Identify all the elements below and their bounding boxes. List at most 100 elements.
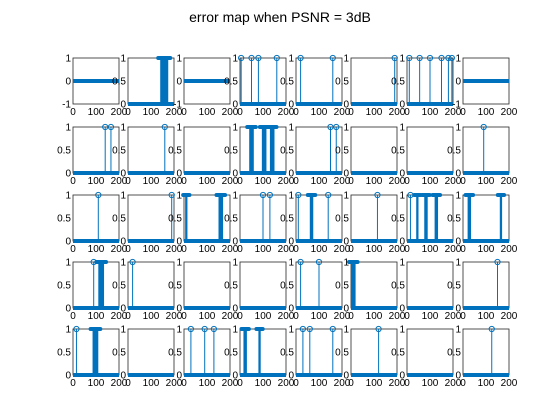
x-tick-label: 100 bbox=[255, 378, 272, 389]
x-tick-label: 100 bbox=[422, 311, 439, 322]
subplot-36: 0 0.5 1 0 100 200 bbox=[224, 325, 295, 390]
subplot-5: 00.510 100 200 bbox=[280, 54, 351, 119]
y-tick-label: 0.5 bbox=[112, 214, 126, 225]
stem-marker bbox=[210, 325, 217, 333]
y-tick-label: 1 bbox=[288, 54, 294, 65]
x-tick-label: 200 bbox=[334, 176, 351, 187]
stem-marker bbox=[297, 258, 304, 266]
y-tick-label: 0 bbox=[176, 169, 182, 180]
x-tick-label: 200 bbox=[501, 311, 518, 322]
axes-box bbox=[350, 194, 398, 242]
y-tick-label: 0 bbox=[288, 100, 294, 111]
subplot-2: 0 0.5 1 0 100 200 bbox=[112, 54, 183, 119]
x-tick-label: 200 bbox=[166, 176, 183, 187]
y-tick-label: 1 bbox=[399, 123, 405, 134]
x-tick-label: 200 bbox=[111, 176, 128, 187]
x-tick-label: 0 bbox=[237, 378, 243, 389]
stem-marker bbox=[248, 54, 255, 62]
x-tick-label: 200 bbox=[445, 311, 462, 322]
y-tick-label: 1 bbox=[176, 191, 182, 202]
stem-marker bbox=[297, 54, 304, 62]
y-tick-label: 0 bbox=[176, 237, 182, 248]
y-tick-label: 0.5 bbox=[57, 348, 71, 359]
y-tick-label: 0.5 bbox=[168, 348, 182, 359]
y-tick-label: 0.5 bbox=[391, 146, 405, 157]
x-tick-label: 200 bbox=[111, 311, 128, 322]
dense-stem-band bbox=[416, 195, 419, 241]
y-tick-label: 0 bbox=[455, 371, 461, 382]
x-tick-label: 200 bbox=[278, 244, 295, 255]
x-tick-label: 200 bbox=[222, 311, 239, 322]
y-tick-label: 1 bbox=[343, 258, 349, 269]
x-tick-label: 100 bbox=[143, 378, 160, 389]
y-tick-label: 0.5 bbox=[112, 281, 126, 292]
axes-box bbox=[350, 261, 398, 309]
x-tick-label: 0 bbox=[237, 311, 243, 322]
y-tick-label: 0.5 bbox=[112, 77, 126, 88]
y-tick-label: 1 bbox=[232, 123, 238, 134]
y-tick-label: 0.5 bbox=[447, 281, 461, 292]
subplot-16: 0 0.5 1 0 100 200 bbox=[447, 123, 518, 188]
y-tick-label: 0.5 bbox=[391, 348, 405, 359]
axes-box bbox=[406, 261, 454, 309]
y-tick-label: 1 bbox=[399, 325, 405, 336]
x-tick-label: 100 bbox=[199, 244, 216, 255]
y-tick-label: 0 bbox=[120, 237, 126, 248]
axes-box bbox=[127, 328, 175, 376]
x-tick-label: 100 bbox=[366, 244, 383, 255]
subplot-6: 0 0.5 1 0 100 200 bbox=[335, 54, 406, 119]
x-tick-label: 100 bbox=[88, 378, 105, 389]
x-tick-label: 0 bbox=[348, 244, 354, 255]
x-tick-label: 0 bbox=[404, 311, 410, 322]
x-tick-label: 0 bbox=[70, 378, 76, 389]
y-tick-label: 0.5 bbox=[224, 281, 238, 292]
x-tick-label: 0 bbox=[460, 176, 466, 187]
stem-marker bbox=[306, 325, 313, 333]
y-tick-label: 1 bbox=[176, 123, 182, 134]
y-tick-label: 0.5 bbox=[224, 214, 238, 225]
x-tick-label: 0 bbox=[125, 244, 131, 255]
x-tick-label: 100 bbox=[366, 107, 383, 118]
x-tick-label: 0 bbox=[460, 311, 466, 322]
y-tick-label: 1 bbox=[288, 325, 294, 336]
y-tick-label: 1 bbox=[65, 123, 71, 134]
y-tick-label: 0.5 bbox=[391, 77, 405, 88]
dense-stem-band bbox=[98, 262, 105, 308]
subplot-4: 0 0.5 1 0 100 200 bbox=[224, 54, 295, 119]
x-tick-label: 0 bbox=[181, 107, 187, 118]
x-tick-label: 0 bbox=[293, 176, 299, 187]
x-tick-label: 100 bbox=[88, 311, 105, 322]
y-tick-label: 0.5 bbox=[335, 348, 349, 359]
y-tick-label: 0 bbox=[232, 100, 238, 111]
x-tick-label: 100 bbox=[143, 107, 160, 118]
x-tick-label: 0 bbox=[404, 244, 410, 255]
stem-marker bbox=[329, 325, 336, 333]
x-tick-label: 0 bbox=[348, 107, 354, 118]
x-tick-label: 0 bbox=[70, 244, 76, 255]
y-tick-label: 1 bbox=[65, 54, 71, 65]
x-tick-label: 100 bbox=[255, 311, 272, 322]
axes-box bbox=[127, 126, 175, 174]
y-tick-label: 0 bbox=[288, 237, 294, 248]
x-tick-label: 200 bbox=[389, 378, 406, 389]
y-tick-label: 0 bbox=[65, 169, 71, 180]
subplot-21: 00.510 100 200 bbox=[280, 191, 351, 256]
subplot-19: 0 0.5 1 0 100 200 bbox=[168, 191, 239, 256]
y-tick-label: 0 bbox=[343, 304, 349, 315]
x-tick-label: 0 bbox=[70, 176, 76, 187]
x-tick-label: 200 bbox=[334, 244, 351, 255]
y-tick-label: 0.5 bbox=[391, 214, 405, 225]
y-tick-label: 1 bbox=[455, 325, 461, 336]
y-tick-label: 0.5 bbox=[280, 146, 294, 157]
y-tick-label: -1 bbox=[452, 100, 461, 111]
x-tick-label: 200 bbox=[222, 244, 239, 255]
subplot-40: 0 0.5 1 0 100 200 bbox=[447, 325, 518, 390]
y-tick-label: 0 bbox=[399, 371, 405, 382]
stem-marker bbox=[259, 191, 267, 199]
y-tick-label: 0 bbox=[65, 304, 71, 315]
x-tick-label: 200 bbox=[445, 176, 462, 187]
y-tick-label: 0 bbox=[288, 304, 294, 315]
x-tick-label: 200 bbox=[166, 378, 183, 389]
y-tick-label: 0 bbox=[176, 304, 182, 315]
y-tick-label: 0.5 bbox=[224, 77, 238, 88]
